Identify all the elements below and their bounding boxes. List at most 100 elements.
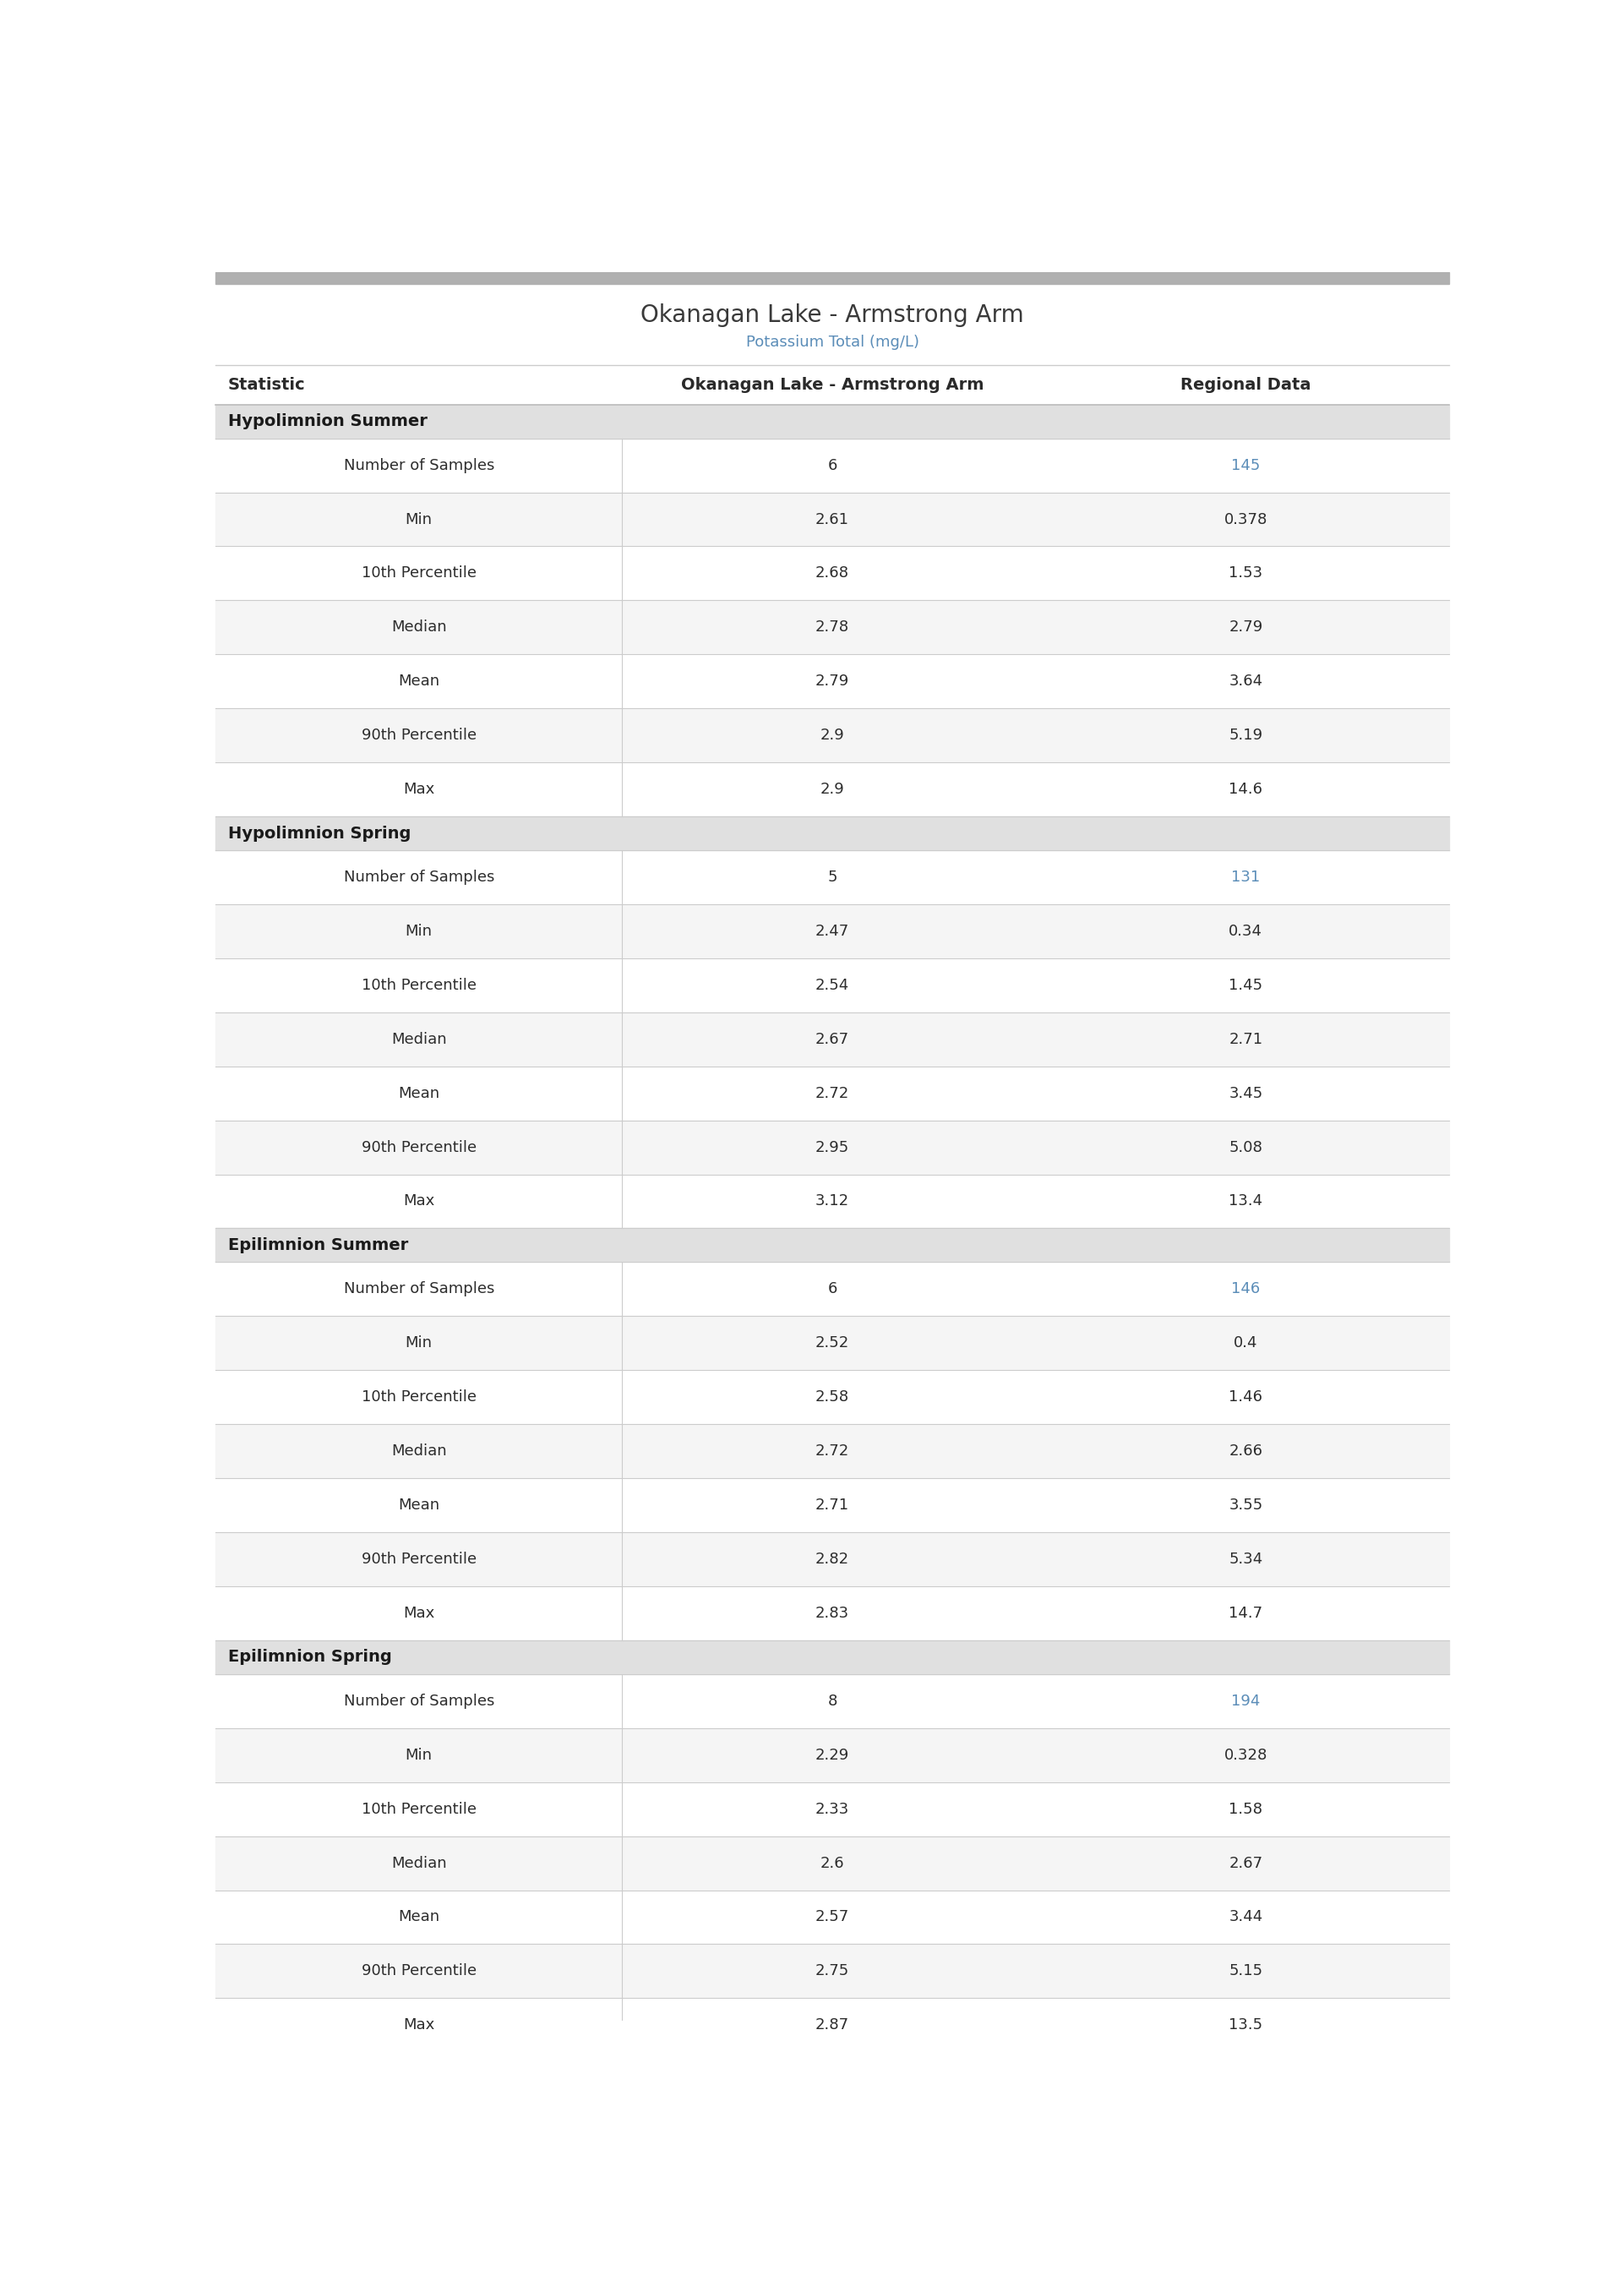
Text: 146: 146 [1231, 1283, 1260, 1296]
Text: 2.71: 2.71 [1229, 1031, 1263, 1046]
Text: Median: Median [391, 1444, 447, 1460]
Text: 1.58: 1.58 [1229, 1802, 1262, 1816]
Text: 1.46: 1.46 [1229, 1389, 1262, 1405]
Bar [216, 708, 1449, 763]
Text: 2.83: 2.83 [815, 1605, 849, 1621]
Bar [216, 1121, 1449, 1174]
Bar [216, 817, 1449, 851]
Text: Epilimnion Summer: Epilimnion Summer [227, 1237, 408, 1253]
Text: 2.75: 2.75 [815, 1964, 849, 1979]
Text: Hypolimnion Summer: Hypolimnion Summer [227, 413, 427, 429]
Bar [216, 438, 1449, 493]
Bar [216, 1012, 1449, 1067]
Text: 2.71: 2.71 [815, 1498, 849, 1512]
Text: 2.95: 2.95 [815, 1140, 849, 1155]
Text: Median: Median [391, 1855, 447, 1870]
Text: 2.68: 2.68 [815, 565, 849, 581]
Text: Potassium Total (mg/L): Potassium Total (mg/L) [745, 336, 919, 350]
Bar [216, 958, 1449, 1012]
Text: 2.87: 2.87 [815, 2018, 849, 2034]
Text: 2.61: 2.61 [815, 511, 849, 527]
Text: 2.33: 2.33 [815, 1802, 849, 1816]
Text: 1.45: 1.45 [1229, 978, 1263, 992]
Text: 10th Percentile: 10th Percentile [362, 565, 476, 581]
Text: Max: Max [403, 1194, 435, 1210]
Text: 131: 131 [1231, 869, 1260, 885]
Text: 0.34: 0.34 [1229, 924, 1262, 940]
Text: Median: Median [391, 620, 447, 636]
Text: Okanagan Lake - Armstrong Arm: Okanagan Lake - Armstrong Arm [680, 377, 984, 393]
Text: Median: Median [391, 1031, 447, 1046]
Bar [216, 1228, 1449, 1262]
Text: Number of Samples: Number of Samples [344, 459, 494, 472]
Text: 3.64: 3.64 [1229, 674, 1263, 690]
Text: 10th Percentile: 10th Percentile [362, 1389, 476, 1405]
Bar [216, 365, 1449, 404]
Bar [216, 547, 1449, 599]
Text: 0.378: 0.378 [1224, 511, 1267, 527]
Text: Okanagan Lake - Armstrong Arm: Okanagan Lake - Armstrong Arm [640, 304, 1025, 327]
Text: 2.6: 2.6 [820, 1855, 844, 1870]
Text: 90th Percentile: 90th Percentile [362, 1140, 476, 1155]
Text: 145: 145 [1231, 459, 1260, 472]
Bar [216, 1317, 1449, 1371]
Text: 10th Percentile: 10th Percentile [362, 1802, 476, 1816]
Text: 5.19: 5.19 [1229, 729, 1263, 742]
Bar [216, 1673, 1449, 1727]
Text: Number of Samples: Number of Samples [344, 1283, 494, 1296]
Text: Min: Min [406, 924, 432, 940]
Text: Mean: Mean [398, 1909, 440, 1925]
Text: 14.6: 14.6 [1229, 781, 1262, 797]
Text: Epilimnion Spring: Epilimnion Spring [227, 1650, 391, 1666]
Text: 5.08: 5.08 [1229, 1140, 1262, 1155]
Text: Min: Min [406, 511, 432, 527]
Text: 2.79: 2.79 [1229, 620, 1263, 636]
Text: 2.9: 2.9 [820, 781, 844, 797]
Text: 3.45: 3.45 [1229, 1085, 1263, 1101]
Text: 2.58: 2.58 [815, 1389, 849, 1405]
Text: 6: 6 [828, 1283, 836, 1296]
Text: 3.12: 3.12 [815, 1194, 849, 1210]
Bar [216, 404, 1449, 438]
Text: Min: Min [406, 1748, 432, 1764]
Text: 2.78: 2.78 [815, 620, 849, 636]
Bar [216, 1727, 1449, 1782]
Text: 0.328: 0.328 [1224, 1748, 1267, 1764]
Text: 2.82: 2.82 [815, 1553, 849, 1566]
Text: 194: 194 [1231, 1693, 1260, 1709]
Bar [216, 1998, 1449, 2052]
Bar [216, 1423, 1449, 1478]
Text: 90th Percentile: 90th Percentile [362, 1964, 476, 1979]
Text: 5.34: 5.34 [1229, 1553, 1263, 1566]
Bar [216, 1532, 1449, 1587]
Bar [216, 851, 1449, 903]
Text: 13.4: 13.4 [1229, 1194, 1263, 1210]
Bar [216, 1371, 1449, 1423]
Bar [216, 1262, 1449, 1317]
Text: 2.67: 2.67 [815, 1031, 849, 1046]
Text: 2.57: 2.57 [815, 1909, 849, 1925]
Text: 8: 8 [828, 1693, 836, 1709]
Bar [216, 1836, 1449, 1891]
Text: Number of Samples: Number of Samples [344, 1693, 494, 1709]
Text: Mean: Mean [398, 674, 440, 690]
Text: 6: 6 [828, 459, 836, 472]
Text: 5: 5 [828, 869, 836, 885]
Text: 2.47: 2.47 [815, 924, 849, 940]
Text: Hypolimnion Spring: Hypolimnion Spring [227, 826, 411, 842]
Bar [216, 1478, 1449, 1532]
Text: 5.15: 5.15 [1229, 1964, 1263, 1979]
Text: 13.5: 13.5 [1229, 2018, 1263, 2034]
Text: 2.79: 2.79 [815, 674, 849, 690]
Text: 1.53: 1.53 [1229, 565, 1263, 581]
Text: Max: Max [403, 2018, 435, 2034]
Text: 14.7: 14.7 [1229, 1605, 1263, 1621]
Bar [216, 1782, 1449, 1836]
Bar [216, 1891, 1449, 1943]
Bar [216, 903, 1449, 958]
Text: 90th Percentile: 90th Percentile [362, 729, 476, 742]
Text: Statistic: Statistic [227, 377, 305, 393]
Text: Max: Max [403, 781, 435, 797]
Bar [216, 1067, 1449, 1121]
Text: 2.67: 2.67 [1229, 1855, 1263, 1870]
